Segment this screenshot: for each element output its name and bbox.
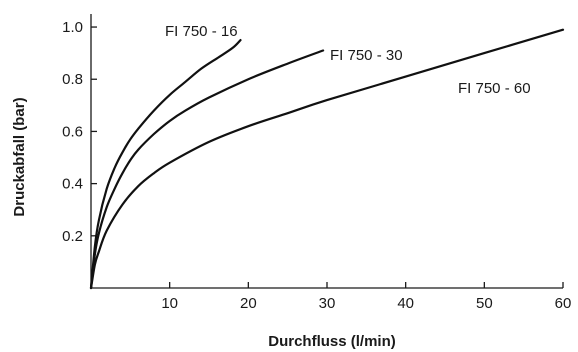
- x-tick-label: 60: [555, 295, 572, 312]
- series-labels: FI 750 - 16 FI 750 - 30 FI 750 - 60: [165, 23, 531, 97]
- y-ticks: 0.2 0.4 0.6 0.8 1.0: [62, 19, 97, 245]
- series-label-fi750-30: FI 750 - 30: [330, 47, 403, 64]
- series-curve-fi750-16: [89, 39, 242, 290]
- x-tick-label: 20: [240, 295, 257, 312]
- series-label-fi750-60: FI 750 - 60: [458, 80, 531, 97]
- x-axis-title: Durchfluss (l/min): [268, 333, 396, 350]
- y-tick-label: 0.4: [62, 176, 83, 193]
- x-tick-label: 50: [476, 295, 493, 312]
- y-tick-label: 0.2: [62, 228, 83, 245]
- series-curve-fi750-30: [89, 49, 325, 290]
- y-axis-title: Druckabfall (bar): [11, 97, 28, 216]
- y-tick-label: 0.6: [62, 123, 83, 140]
- x-ticks: 10 20 30 40 50 60: [161, 282, 571, 312]
- x-tick-label: 30: [319, 295, 336, 312]
- y-tick-label: 1.0: [62, 19, 83, 36]
- series-curves: [89, 28, 565, 290]
- series-label-fi750-16: FI 750 - 16: [165, 23, 238, 40]
- y-tick-label: 0.8: [62, 71, 83, 88]
- series-curve-fi750-60: [89, 28, 565, 290]
- x-tick-label: 40: [397, 295, 414, 312]
- x-tick-label: 10: [161, 295, 178, 312]
- axes: [90, 14, 563, 289]
